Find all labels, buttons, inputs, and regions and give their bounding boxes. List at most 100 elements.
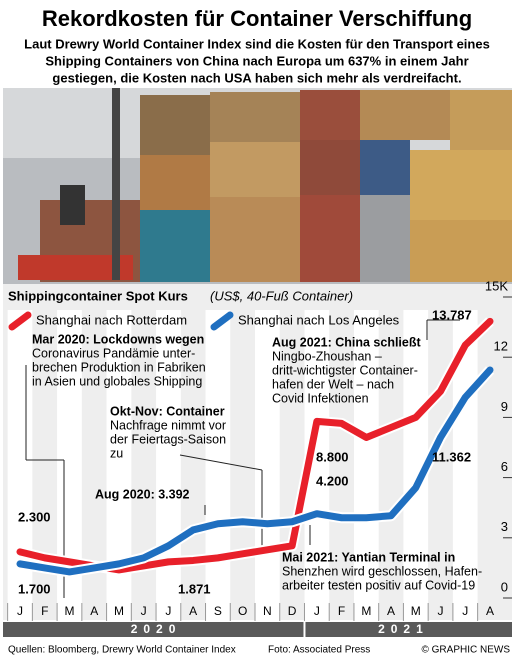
x-tick-label: A <box>486 604 494 618</box>
y-tick-label: 0 <box>501 579 508 594</box>
x-tick-label: J <box>17 604 23 618</box>
annotation: Aug 2021: China schließt <box>272 335 421 349</box>
y-tick-label: 6 <box>501 459 508 474</box>
x-tick-label: A <box>387 604 395 618</box>
value-label: 2.300 <box>18 509 51 524</box>
data-point <box>414 416 417 419</box>
x-tick-label: F <box>338 604 345 618</box>
data-point <box>489 369 492 372</box>
data-point <box>241 520 244 523</box>
legend-label: Shanghai nach Rotterdam <box>36 312 187 327</box>
data-point <box>315 420 318 423</box>
x-tick-label: M <box>114 604 124 618</box>
value-label: 4.200 <box>316 473 349 488</box>
data-point <box>365 516 368 519</box>
data-point <box>414 486 417 489</box>
x-tick-label: J <box>165 604 171 618</box>
unit: (US$, 40-Fuß Container) <box>210 288 353 303</box>
data-point <box>241 552 244 555</box>
data-point <box>43 566 46 569</box>
source: Quellen: Bloomberg, Drewry World Contain… <box>8 645 236 656</box>
y-tick-label: 3 <box>501 519 508 534</box>
leader-line <box>179 454 263 471</box>
x-tick-label: A <box>90 604 98 618</box>
annotation: Nachfrage nimmt vor <box>110 418 226 432</box>
year-bar <box>3 622 512 637</box>
annotation: der Feiertags-Saison <box>110 432 226 446</box>
year-label: 2020 <box>131 622 182 636</box>
annotation: dritt-wichtigster Container- <box>272 363 418 377</box>
annotation: Coronavirus Pandämie unter- <box>32 346 195 360</box>
legend-swatch <box>210 311 234 331</box>
data-point <box>291 544 294 547</box>
y-tick-label: 9 <box>501 399 508 414</box>
x-tick-label: M <box>361 604 371 618</box>
value-label: 13.787 <box>432 307 472 322</box>
data-point <box>93 566 96 569</box>
data-point <box>68 560 71 563</box>
annotation: Aug 2020: 3.392 <box>95 487 190 501</box>
data-point <box>68 570 71 573</box>
data-point <box>167 544 170 547</box>
x-tick-label: D <box>288 604 297 618</box>
x-tick-label: J <box>462 604 468 618</box>
data-point <box>315 512 318 515</box>
stripe <box>205 310 231 620</box>
chart-title: Shippingcontainer Spot Kurs <box>8 288 188 303</box>
data-point <box>216 522 219 525</box>
subtitle-line: Shipping Containers von China nach Europ… <box>45 53 468 68</box>
stripe <box>7 310 33 620</box>
y-tick-label: 15K <box>485 278 508 293</box>
data-point <box>489 320 492 323</box>
value-label: 11.362 <box>432 449 471 464</box>
data-point <box>390 514 393 517</box>
annotation: in Asien und globales Shipping <box>32 374 202 388</box>
annotation: Okt-Nov: Container <box>110 404 225 418</box>
x-tick-label: M <box>64 604 74 618</box>
series-line <box>16 366 494 576</box>
subtitle-line: gestiegen, die Kosten nach USA haben sic… <box>52 70 461 85</box>
legend-label: Shanghai nach Los Angeles <box>238 312 400 327</box>
y-tick-label: 12 <box>494 339 508 354</box>
data-point <box>266 522 269 525</box>
annotation: Covid Infektionen <box>272 391 369 405</box>
annotation: brechen Produktion in Fabriken <box>32 360 206 374</box>
subtitle-line: Laut Drewry World Container Index sind d… <box>24 36 490 51</box>
data-point <box>117 562 120 565</box>
x-tick-label: J <box>141 604 147 618</box>
data-point <box>464 396 467 399</box>
annotation: hafen der Welt – nach <box>272 377 394 391</box>
annotation: Mai 2021: Yantian Terminal in <box>282 550 455 564</box>
data-point <box>19 550 22 553</box>
data-point <box>390 426 393 429</box>
credit: Foto: Associated Press <box>268 645 370 656</box>
data-point <box>365 436 368 439</box>
stripe <box>353 310 379 620</box>
x-tick-label: N <box>263 604 272 618</box>
data-point <box>439 390 442 393</box>
data-point <box>19 562 22 565</box>
value-label: 1.700 <box>18 581 51 596</box>
x-tick-label: O <box>238 604 247 618</box>
value-label: 8.800 <box>316 449 349 464</box>
x-tick-label: S <box>214 604 222 618</box>
annotation: Mar 2020: Lockdowns wegen <box>32 332 204 346</box>
data-point <box>43 556 46 559</box>
data-point <box>291 520 294 523</box>
data-point <box>142 564 145 567</box>
annotation: zu <box>110 446 123 460</box>
data-point <box>142 556 145 559</box>
legend-swatch <box>8 311 32 331</box>
x-tick-label: F <box>41 604 48 618</box>
data-point <box>192 559 195 562</box>
data-point <box>216 556 219 559</box>
data-point <box>340 422 343 425</box>
photo <box>3 88 512 284</box>
year-label: 2021 <box>378 622 429 636</box>
x-tick-label: J <box>314 604 320 618</box>
stripe <box>255 310 280 620</box>
brand: © GRAPHIC NEWS <box>422 645 511 656</box>
data-point <box>266 548 269 551</box>
x-tick-label: M <box>411 604 421 618</box>
data-point <box>464 344 467 347</box>
